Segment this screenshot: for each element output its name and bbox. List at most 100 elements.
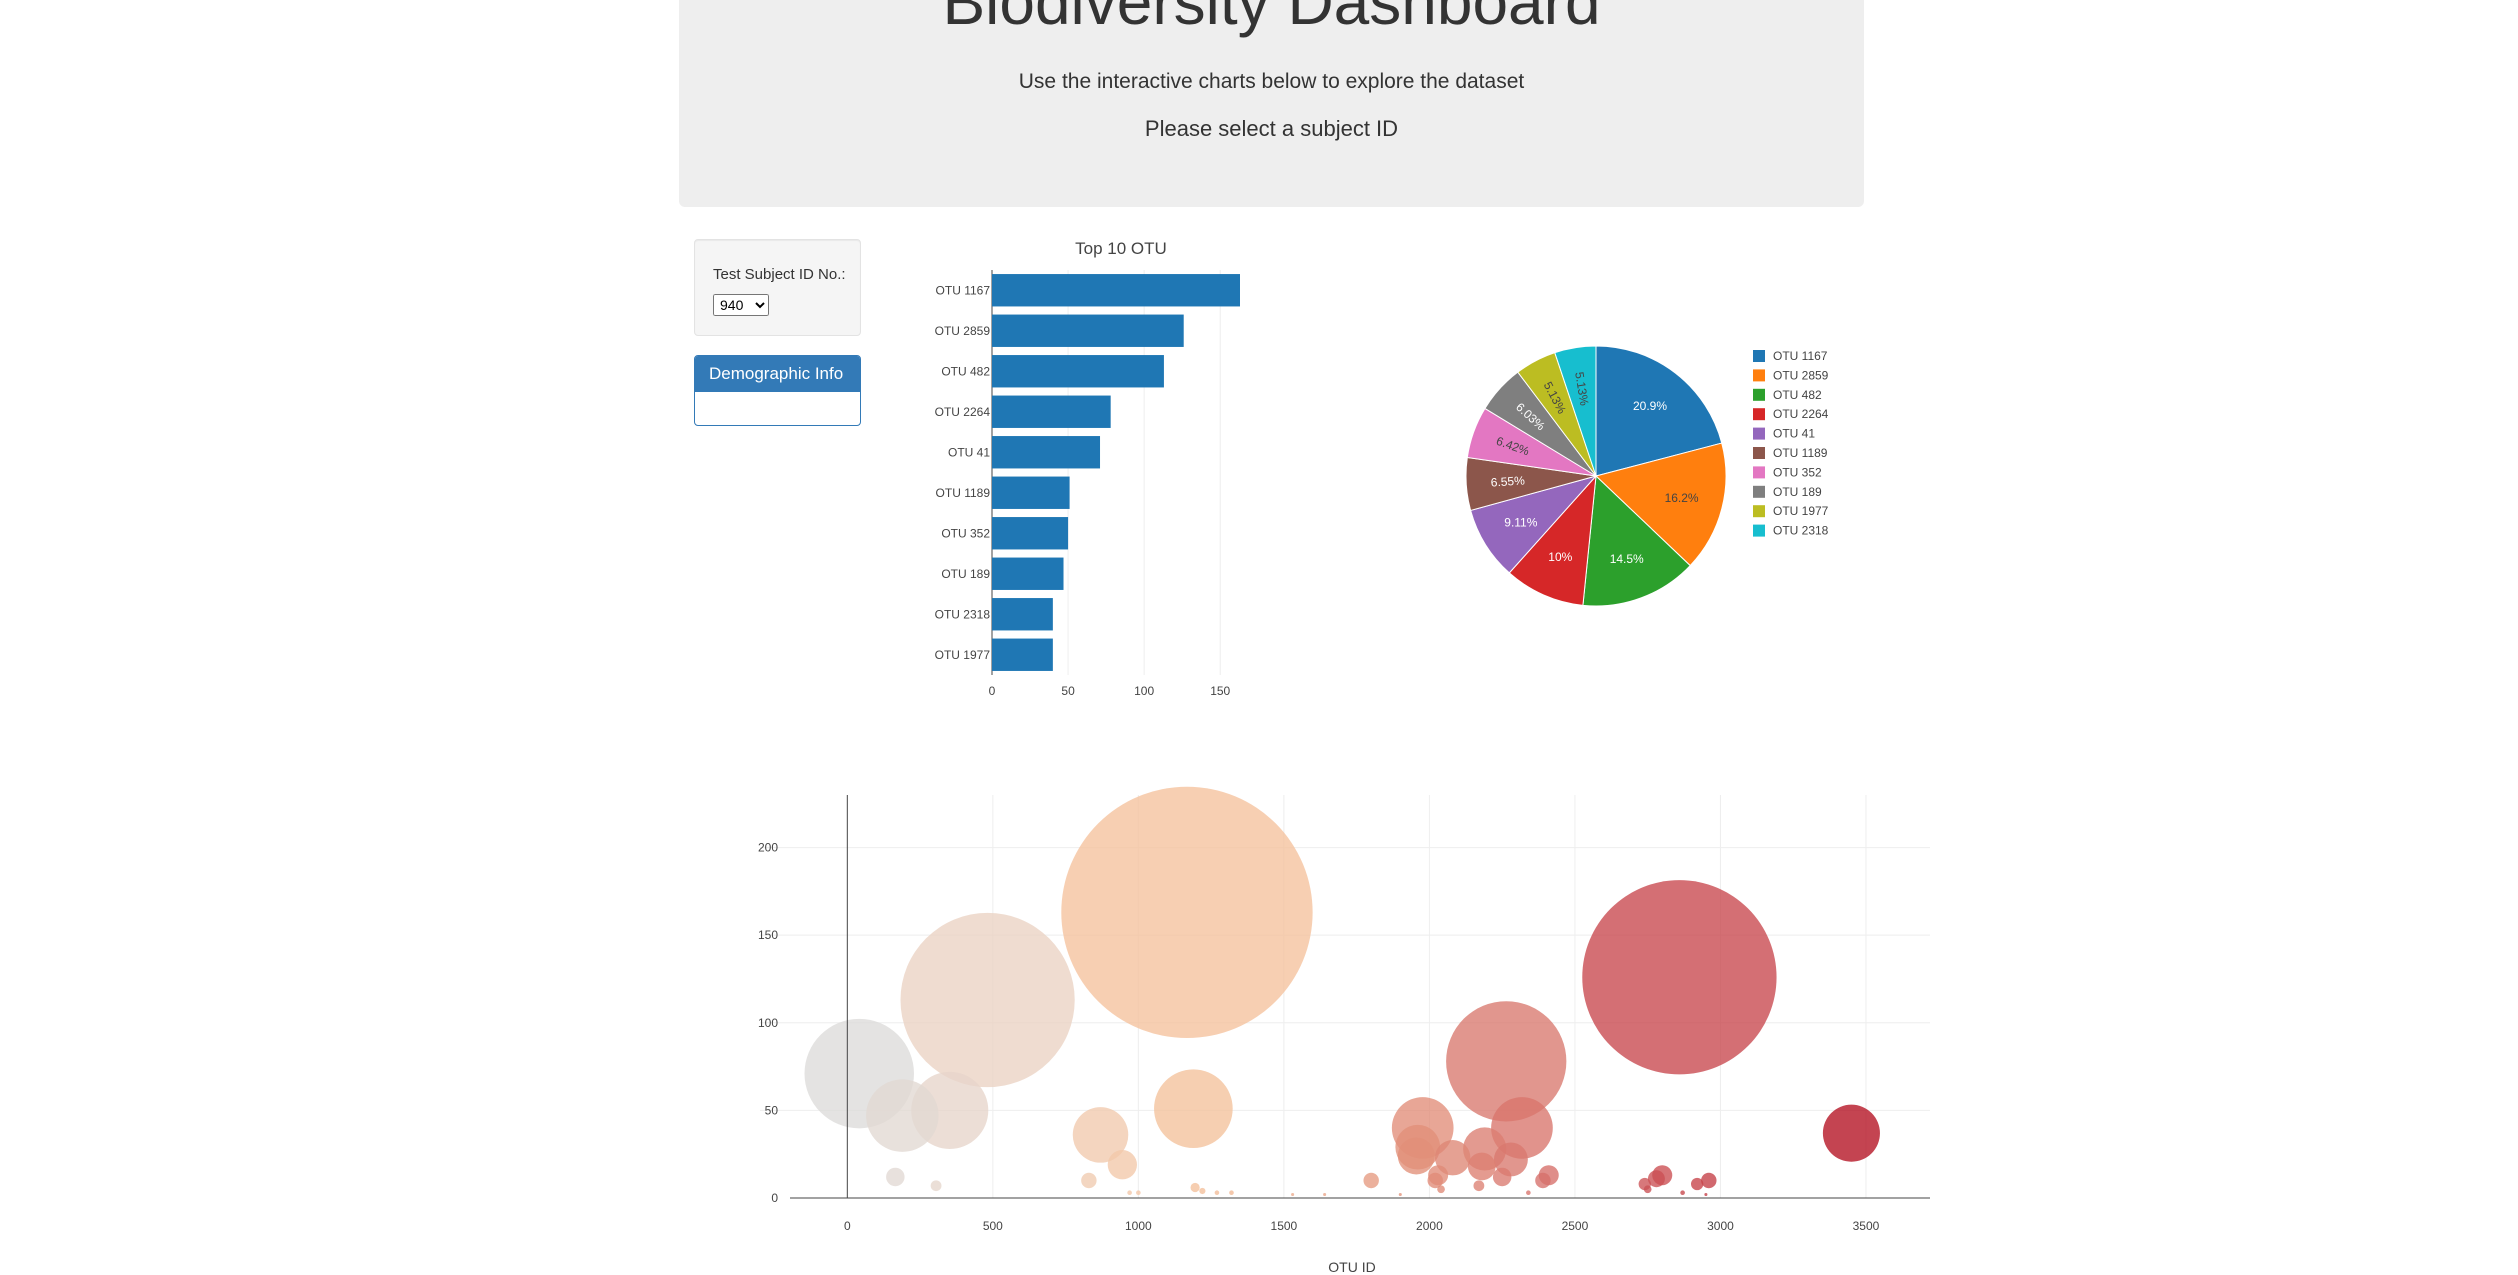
bubble-x-tick-label: 0 <box>844 1219 851 1233</box>
bubble-point[interactable] <box>1363 1172 1379 1189</box>
pie-legend-swatch <box>1753 505 1765 518</box>
bubble-point[interactable] <box>1526 1190 1531 1196</box>
page-title: Biodiversity Dashboard <box>942 0 1601 38</box>
bubble-point[interactable] <box>1081 1172 1097 1189</box>
bubble-point[interactable] <box>1680 1190 1685 1196</box>
bubble-x-tick-label: 2000 <box>1416 1219 1443 1233</box>
demographic-info-panel: Demographic Info <box>694 355 861 426</box>
bubble-y-tick-label: 150 <box>758 928 778 942</box>
bubble-point[interactable] <box>900 912 1075 1088</box>
otu-pie-chart[interactable]: 20.9%16.2%14.5%10%9.11%6.55%6.42%6.03%5.… <box>1440 325 1880 625</box>
demographic-info-body <box>695 392 860 425</box>
bar-otu-41[interactable] <box>992 436 1101 469</box>
pie-legend-swatch <box>1753 524 1765 537</box>
bubble-point[interactable] <box>1822 1104 1880 1162</box>
demographic-info-heading: Demographic Info <box>695 356 860 392</box>
bar-otu-2318[interactable] <box>992 598 1053 631</box>
bubble-point[interactable] <box>1704 1192 1708 1197</box>
bubble-point[interactable] <box>1127 1190 1132 1196</box>
pie-slice-otu-482[interactable] <box>1582 474 1691 607</box>
pie-slice-otu-2264[interactable] <box>1508 474 1597 606</box>
pie-slice-otu-2859[interactable] <box>1595 442 1727 567</box>
pie-legend-swatch <box>1753 466 1765 479</box>
bubble-point[interactable] <box>1107 1150 1137 1180</box>
bubble-point[interactable] <box>1437 1185 1445 1194</box>
bubble-point[interactable] <box>1214 1190 1220 1196</box>
bubble-point[interactable] <box>1323 1192 1327 1197</box>
subject-instruction: Please select a subject ID <box>1144 116 1399 141</box>
bubble-point[interactable] <box>1434 1139 1471 1176</box>
bubble-point[interactable] <box>1136 1190 1141 1196</box>
bubble-point[interactable] <box>1427 1172 1443 1189</box>
pie-legend-label[interactable]: OTU 189 <box>1773 485 1822 499</box>
pie-legend-label[interactable]: OTU 1977 <box>1773 504 1829 518</box>
bar-otu-1189[interactable] <box>992 476 1070 509</box>
bubble-point[interactable] <box>1397 1137 1435 1175</box>
bar-y-tick-label: OTU 1167 <box>936 283 991 297</box>
bubble-point[interactable] <box>1229 1190 1234 1196</box>
bubble-point[interactable] <box>1701 1172 1717 1189</box>
pie-percent-label: 20.9% <box>1633 399 1667 413</box>
bubble-y-tick-label: 0 <box>771 1191 778 1205</box>
header-jumbotron: Biodiversity Dashboard Use the interacti… <box>679 0 1864 207</box>
bubble-point[interactable] <box>1291 1192 1295 1197</box>
bar-otu-352[interactable] <box>992 517 1069 550</box>
bubble-point[interactable] <box>1643 1185 1652 1194</box>
bar-otu-1167[interactable] <box>992 274 1240 307</box>
pie-percent-label: 14.5% <box>1610 552 1644 566</box>
pie-legend-label[interactable]: OTU 41 <box>1773 427 1815 441</box>
bar-otu-482[interactable] <box>992 355 1164 388</box>
bubble-point[interactable] <box>1398 1192 1402 1197</box>
pie-slice-otu-1167[interactable] <box>1595 345 1723 477</box>
pie-legend-label[interactable]: OTU 352 <box>1773 465 1822 479</box>
pie-legend-label[interactable]: OTU 482 <box>1773 388 1822 402</box>
pie-legend-swatch <box>1753 447 1765 459</box>
bar-otu-2859[interactable] <box>992 314 1184 347</box>
pie-legend-label[interactable]: OTU 1167 <box>1773 349 1828 363</box>
otu-bubble-chart[interactable]: 0 500 1000 1500 2000 2500 3000 3500 0 50 100 150 200… <box>720 780 1950 1275</box>
bar-y-tick-label: OTU 189 <box>941 567 990 581</box>
top10-bar-chart[interactable]: Top 10 OTU OTU 1167 OTU 2859 OTU 482 OTU 22… <box>900 225 1280 710</box>
bar-y-tick-label: OTU 1977 <box>935 648 991 662</box>
pie-legend-swatch <box>1753 388 1765 401</box>
bubble-point[interactable] <box>1690 1177 1704 1191</box>
bubble-y-tick-label: 50 <box>765 1103 779 1117</box>
bubble-point[interactable] <box>1446 1001 1567 1122</box>
bubble-point[interactable] <box>1535 1172 1551 1189</box>
bubble-point[interactable] <box>1492 1167 1512 1187</box>
pie-legend-swatch <box>1753 427 1765 440</box>
pie-legend-label[interactable]: OTU 1189 <box>1773 446 1828 460</box>
pie-percent-label: 9.11% <box>1504 516 1537 530</box>
bar-otu-1977[interactable] <box>992 638 1053 671</box>
subject-selector-well: Test Subject ID No.: 940 <box>694 239 861 336</box>
bubble-point[interactable] <box>1061 786 1313 1039</box>
pie-slice-otu-2318[interactable] <box>1554 345 1597 477</box>
bubble-point[interactable] <box>1154 1069 1233 1148</box>
bar-otu-189[interactable] <box>992 557 1064 590</box>
bubble-point[interactable] <box>886 1167 905 1187</box>
bubble-point[interactable] <box>1647 1170 1665 1188</box>
bubble-point[interactable] <box>930 1180 942 1192</box>
bubble-x-tick-label: 3500 <box>1853 1219 1880 1233</box>
bubble-point[interactable] <box>1467 1152 1496 1181</box>
bubble-point[interactable] <box>1473 1180 1485 1192</box>
pie-legend-label[interactable]: OTU 2264 <box>1773 407 1829 421</box>
pie-legend-swatch <box>1753 369 1765 382</box>
bar-y-tick-label: OTU 2318 <box>935 607 991 621</box>
bubble-point[interactable] <box>1199 1187 1206 1195</box>
pie-legend-swatch <box>1753 408 1765 421</box>
pie-percent-label: 6.55% <box>1490 473 1525 489</box>
bubble-point[interactable] <box>866 1079 939 1152</box>
bar-y-tick-label: OTU 41 <box>948 445 990 459</box>
pie-percent-label: 5.13% <box>1572 371 1591 407</box>
bubble-point[interactable] <box>1190 1182 1200 1193</box>
bubble-x-tick-label: 500 <box>983 1219 1003 1233</box>
subject-id-select[interactable]: 940 <box>713 294 769 316</box>
bar-otu-2264[interactable] <box>992 395 1111 428</box>
bubble-point[interactable] <box>1582 880 1777 1075</box>
bubble-y-tick-label: 200 <box>758 841 778 855</box>
pie-percent-label: 10% <box>1548 550 1572 564</box>
bubble-point[interactable] <box>1072 1107 1129 1163</box>
pie-legend-label[interactable]: OTU 2318 <box>1773 524 1829 538</box>
pie-legend-label[interactable]: OTU 2859 <box>1773 368 1829 382</box>
